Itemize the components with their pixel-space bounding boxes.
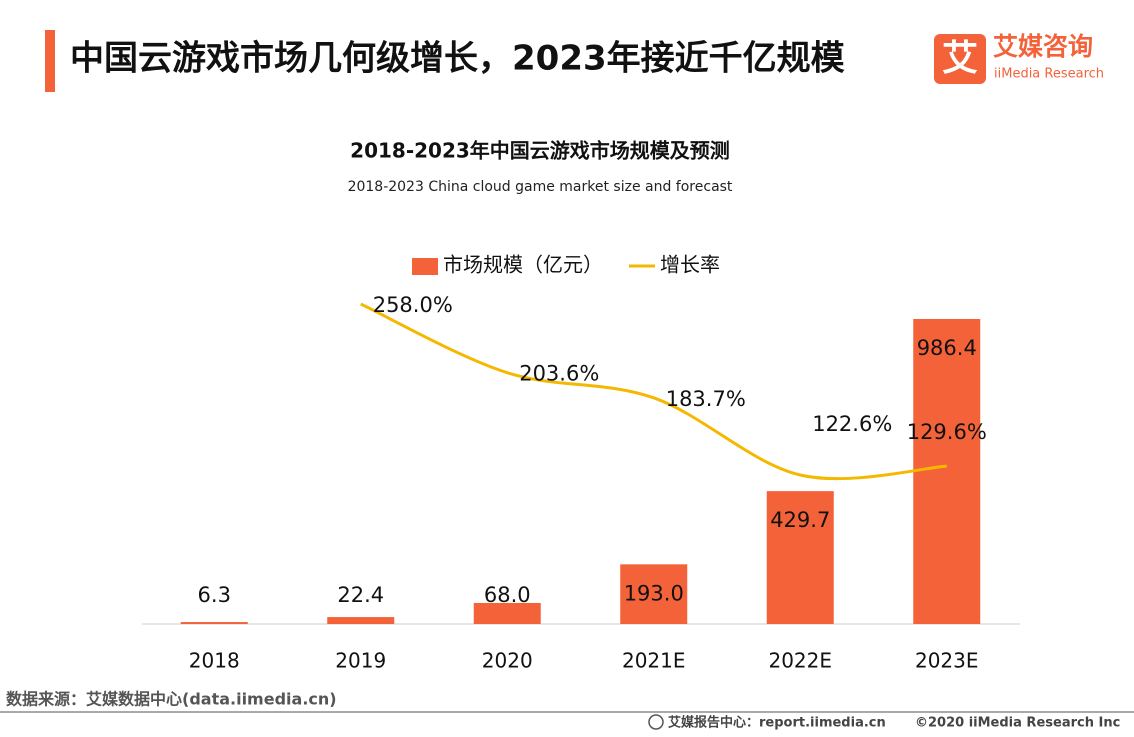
data-label: 22.4 xyxy=(337,583,384,607)
bar xyxy=(473,602,541,624)
chart-subtitle: 2018-2023 China cloud game market size a… xyxy=(348,179,733,195)
chart-title: 2018-2023年中国云游戏市场规模及预测 xyxy=(350,139,730,163)
page-title: 中国云游戏市场几何级增长，2023年接近千亿规模 xyxy=(70,39,845,79)
x-tick-label: 2023E xyxy=(915,649,979,673)
bar xyxy=(913,319,981,624)
bar xyxy=(327,617,395,624)
source: 数据来源：艾媒数据中心(data.iimedia.cn) xyxy=(6,690,337,709)
growth-line xyxy=(360,302,947,481)
copyright: ©2020 iiMedia Research Inc xyxy=(915,716,1120,731)
line-label: 129.6% xyxy=(907,420,987,444)
x-tick-label: 2019 xyxy=(335,649,386,673)
report-site: 艾媒报告中心：report.iimedia.cn xyxy=(668,715,886,731)
line-label: 203.6% xyxy=(519,362,599,386)
bar xyxy=(766,491,834,624)
plot: 2018 2019 2020 2021E 2022E 2023E 市场规模（亿元） 增长率 6.… xyxy=(180,253,987,673)
logo-sub: iiMedia Research xyxy=(994,67,1104,82)
data-label: 68.0 xyxy=(484,583,531,607)
legend-label: 增长率 xyxy=(660,253,720,277)
data-label: 986.4 xyxy=(917,336,977,360)
x-tick-label: 2018 xyxy=(189,649,240,673)
line-label: 122.6% xyxy=(812,412,892,436)
bar xyxy=(620,564,688,624)
line-label: 258.0% xyxy=(373,293,453,317)
title-accent xyxy=(45,30,55,92)
data-label: 6.3 xyxy=(198,583,231,607)
bar xyxy=(180,622,248,624)
globe-icon xyxy=(648,714,664,730)
line-label: 183.7% xyxy=(666,387,746,411)
x-tick-label: 2022E xyxy=(768,649,832,673)
logo-name: 艾媒咨询 xyxy=(993,32,1093,61)
x-tick-label: 2021E xyxy=(622,649,686,673)
x-tick-label: 2020 xyxy=(482,649,533,673)
logo-mark: 艾 xyxy=(942,38,978,79)
data-label: 429.7 xyxy=(770,508,830,532)
legend-swatch xyxy=(412,258,438,275)
legend-label: 市场规模（亿元） xyxy=(443,253,603,277)
logo-box xyxy=(934,34,986,84)
data-label: 193.0 xyxy=(624,581,684,605)
